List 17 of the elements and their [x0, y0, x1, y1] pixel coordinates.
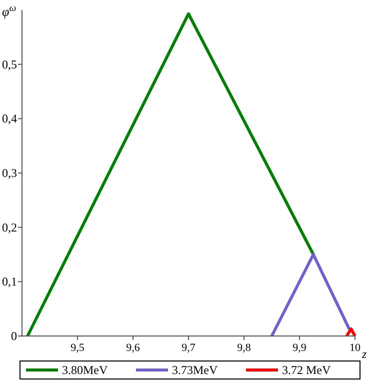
legend-label: 3.80MeV [62, 363, 108, 377]
y-tick-label: 0,3 [2, 166, 17, 180]
x-tick-label: 9,7 [182, 342, 196, 354]
x-tick-label: 9,8 [237, 342, 252, 354]
y-tick-label: 0,5 [2, 57, 17, 72]
y-axis-title: φ$^{ω}$ [2, 2, 16, 19]
legend-label: 3.73MeV [172, 363, 218, 377]
x-tick-label: 10 [350, 342, 361, 354]
y-tick-label: 0,1 [2, 274, 17, 289]
x-tick-label: 9,5 [70, 342, 85, 354]
x-axis-title: z [361, 347, 367, 361]
x-tick-label: 9,9 [292, 342, 307, 354]
y-tick-label: 0 [11, 329, 17, 343]
legend-label: 3.72 MeV [282, 363, 331, 377]
y-tick-label: 0,2 [2, 220, 17, 234]
x-tick-label: 9,6 [126, 342, 140, 354]
y-tick-label: 0,4 [2, 112, 17, 126]
